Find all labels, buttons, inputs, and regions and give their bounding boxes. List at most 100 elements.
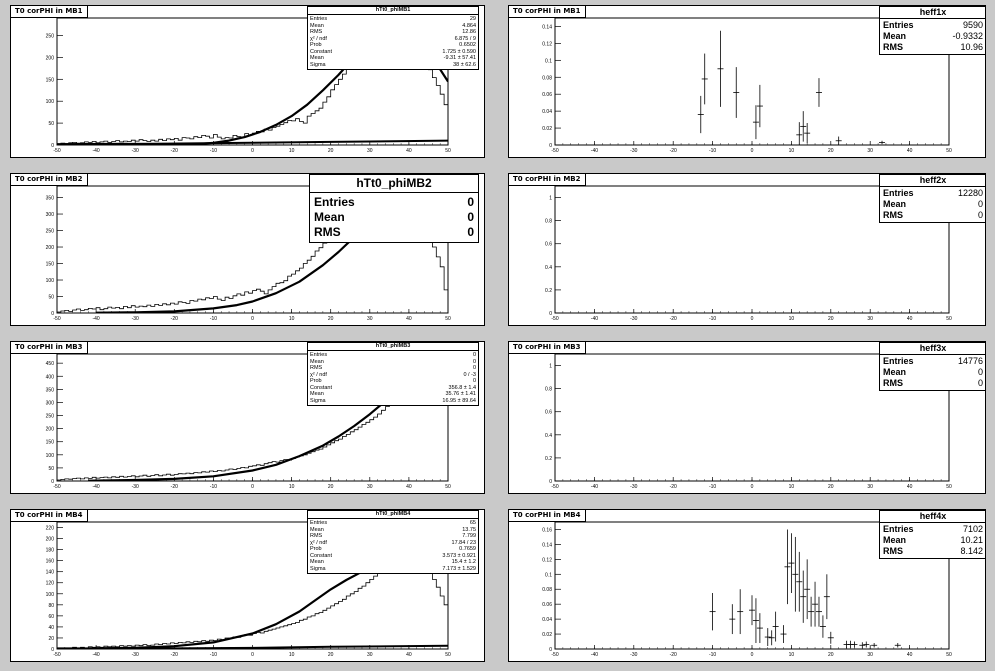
plot-mb4_hist: -50 -40 -30 -20 -10 0 10 20 30 40 50 20 40 60 80 100 120…	[46, 521, 451, 658]
x-tick-label: 20	[828, 148, 834, 154]
stats-value: 65	[469, 520, 476, 526]
data-point	[792, 536, 799, 612]
x-tick-label: -50	[53, 652, 60, 658]
stats-key: Mean	[883, 367, 907, 377]
x-tick-label: 40	[907, 484, 913, 490]
y-tick-label: 0.06	[542, 602, 552, 608]
x-tick-label: 10	[789, 148, 795, 154]
stats-row: Mean 0	[310, 359, 476, 366]
stats-key: χ² / ndf	[310, 539, 327, 546]
stats-row: Mean 13.75	[310, 527, 476, 534]
x-tick-label: 40	[406, 484, 412, 490]
stats-value: 0	[977, 378, 983, 388]
x-tick-label: 20	[828, 316, 834, 322]
stats-row: Mean 10.21	[883, 535, 983, 546]
data-point	[729, 604, 736, 635]
stats-row: RMS 0	[883, 378, 983, 389]
stats-box: hTt0_phiMB4 Entries 65 Mean 13.75 RMS 7.799 χ² …	[307, 510, 479, 574]
pad-title: T0 corPHI in MB4	[509, 510, 586, 522]
x-tick-label: -30	[132, 148, 139, 154]
stats-key: Sigma	[310, 565, 326, 572]
y-tick-label: 140	[46, 570, 55, 576]
x-tick-label: -10	[210, 484, 217, 490]
stats-key: Mean	[310, 526, 324, 533]
stats-key: Entries	[310, 16, 328, 22]
stats-title: heff1x	[880, 7, 985, 19]
x-tick-label: -50	[551, 484, 558, 490]
stats-title: hTt0_phiMB1	[308, 7, 478, 15]
stats-key: Mean	[310, 391, 324, 397]
y-tick-label: 0.4	[545, 265, 552, 271]
x-tick-label: -40	[92, 484, 99, 490]
data-point	[733, 67, 740, 118]
y-tick-label: 0	[549, 647, 552, 653]
pad-mb1_hist: -50 -40 -30 -20 -10 0 10 20 30 40 50 50 100 150 200 250…	[10, 5, 485, 158]
stats-key: Mean	[310, 559, 324, 565]
y-tick-label: 0	[51, 311, 54, 317]
stats-title: hTt0_phiMB2	[310, 175, 478, 193]
data-point	[784, 529, 791, 605]
y-tick-label: 0.6	[545, 410, 552, 416]
data-point	[804, 559, 811, 620]
stats-row: RMS 0	[314, 225, 474, 240]
plot-mb3_eff: -50 -40 -30 -20 -10 0 10 20 30 40 500.20.40.60.810	[545, 353, 952, 490]
y-tick-label: 0.14	[542, 542, 552, 548]
x-tick-label: 20	[328, 652, 334, 658]
stats-box: hTt0_phiMB1 Entries 29 Mean 4.864 RMS 12.86 χ² …	[307, 6, 479, 70]
data-point	[752, 105, 759, 140]
stats-value: 14776	[957, 356, 983, 366]
y-tick-label: 0.12	[542, 41, 552, 47]
background-fit-curve	[57, 139, 448, 145]
x-tick-label: 10	[789, 652, 795, 658]
x-tick-label: 30	[867, 484, 873, 490]
stats-row: RMS 10.96	[883, 42, 983, 53]
data-point	[804, 122, 811, 144]
x-tick-label: 10	[789, 484, 795, 490]
stats-key: Entries	[314, 195, 355, 209]
y-tick-label: 250	[46, 34, 55, 40]
stats-value: 9590	[962, 20, 983, 30]
pad-mb3_hist: -50 -40 -30 -20 -10 0 10 20 30 40 50 50 100 150 200 250…	[10, 341, 485, 494]
y-tick-label: 160	[46, 559, 55, 565]
pad-mb2_eff: -50 -40 -30 -20 -10 0 10 20 30 40 50 0.2 0.4 0.6 0.8 1 0…	[508, 173, 986, 326]
y-tick-label: 350	[46, 387, 55, 393]
pad-mb4_hist: -50 -40 -30 -20 -10 0 10 20 30 40 50 20 40 60 80 100 120…	[10, 509, 485, 662]
x-tick-label: 10	[289, 652, 295, 658]
stats-value: 7.173 ± 1.529	[442, 565, 476, 572]
y-tick-label: 0	[549, 143, 552, 149]
x-tick-label: 40	[406, 148, 412, 154]
stats-value: 0	[977, 199, 983, 209]
pad-title: T0 corPHI in MB2	[11, 174, 88, 186]
y-tick-label: 0.02	[542, 126, 552, 132]
stats-row: χ² / ndf 6.875 / 9	[310, 36, 476, 43]
x-tick-label: 50	[946, 484, 952, 490]
x-tick-label: -10	[709, 316, 716, 322]
stats-row: Mean 35.76 ± 1.41	[310, 391, 476, 398]
stats-key: Mean	[310, 55, 324, 61]
stats-row: Entries 65	[310, 520, 476, 527]
y-tick-label: 220	[46, 526, 55, 532]
x-tick-label: -40	[591, 484, 598, 490]
y-tick-label: 40	[48, 625, 54, 631]
y-tick-label: 250	[46, 414, 55, 420]
x-tick-label: 10	[289, 148, 295, 154]
y-tick-label: 0	[549, 479, 552, 485]
stats-row: Prob 0.6502	[310, 42, 476, 49]
stats-value: -0.9332	[952, 31, 983, 41]
y-tick-label: 350	[46, 196, 55, 202]
stats-row: Prob 0.7659	[310, 546, 476, 553]
data-point	[812, 581, 819, 627]
stats-row: RMS 7.799	[310, 533, 476, 540]
stats-row: Entries 0	[310, 352, 476, 359]
pad-title: T0 corPHI in MB2	[509, 174, 586, 186]
stats-value: 0	[472, 378, 476, 384]
x-tick-label: 40	[907, 652, 913, 658]
stats-value: 10.21	[960, 535, 983, 545]
pad-mb3_eff: -50 -40 -30 -20 -10 0 10 20 30 40 50 0.2 0.4 0.6 0.8 1 0…	[508, 341, 986, 494]
x-tick-label: -20	[670, 484, 677, 490]
data-point	[815, 596, 822, 627]
y-tick-label: 150	[46, 440, 55, 446]
y-tick-label: 200	[46, 55, 55, 61]
data-point	[835, 136, 842, 145]
data-point	[823, 574, 830, 620]
